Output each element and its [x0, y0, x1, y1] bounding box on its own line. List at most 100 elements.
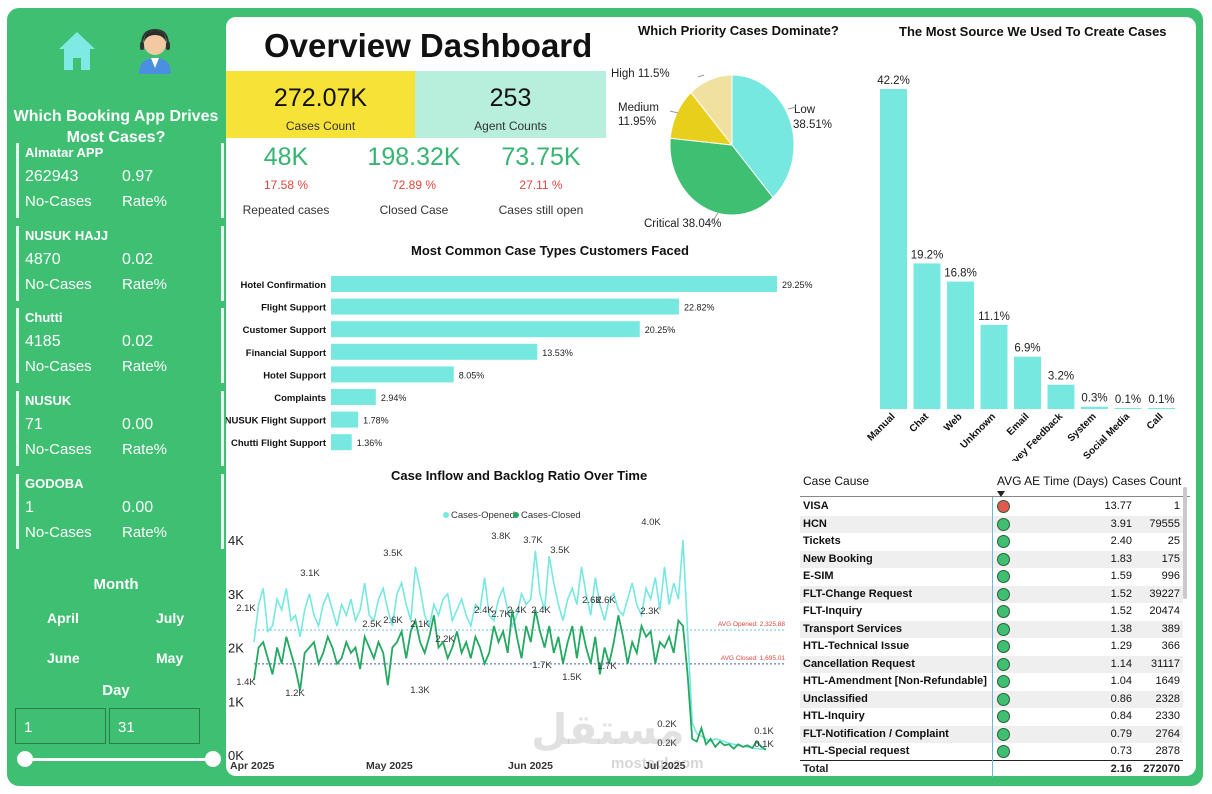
cell-avg-time: 1.29 — [1110, 640, 1132, 652]
table-row[interactable]: FLT-Notification / Complaint 0.79 2764 — [800, 725, 1183, 743]
case-type-bar[interactable] — [331, 321, 640, 338]
app-cases-label: No-Cases — [25, 193, 92, 210]
source-bar-value: 16.8% — [944, 268, 977, 280]
app-card[interactable]: Almatar APP 262943 0.97 No-Cases Rate% — [16, 143, 224, 218]
pie-slice-high[interactable] — [690, 74, 733, 147]
source-category-label: Unknown — [959, 411, 999, 451]
cell-cause: HTL-Special request — [803, 745, 910, 757]
table-row[interactable]: Transport Services 1.38 389 — [800, 620, 1183, 638]
day-slider-start-handle[interactable] — [17, 751, 33, 767]
day-from-input[interactable]: 1 — [15, 708, 106, 744]
case-type-bar[interactable] — [331, 389, 376, 405]
table-row[interactable]: Unclassified 0.86 2328 — [800, 690, 1183, 708]
source-bar[interactable] — [980, 324, 1008, 409]
app-card[interactable]: GODOBA 1 0.00 No-Cases Rate% — [16, 474, 224, 549]
cell-cases-count: 2330 — [1155, 710, 1180, 722]
cell-cause: New Booking — [803, 552, 873, 565]
cell-cause: FLT-Change Request — [803, 587, 913, 600]
case-type-value: 29.25% — [782, 280, 813, 290]
day-slider-end-handle[interactable] — [205, 751, 221, 767]
source-bar-value: 0.1% — [1115, 394, 1141, 406]
column-header-cause[interactable]: Case Cause — [803, 474, 870, 488]
case-type-bar[interactable] — [331, 411, 359, 428]
sidebar: Which Booking App Drives Most Cases? Alm… — [7, 8, 227, 786]
month-option[interactable]: June — [47, 650, 80, 666]
table-scrollbar[interactable] — [1183, 487, 1187, 599]
kpi-label: Closed Case — [379, 203, 449, 217]
app-cases-label: No-Cases — [25, 441, 92, 458]
status-indicator-icon — [997, 535, 1010, 548]
table-row[interactable]: Cancellation Request 1.14 31117 — [800, 655, 1183, 673]
source-bar[interactable] — [1014, 356, 1041, 409]
x-tick-label: Apr 2025 — [230, 760, 275, 772]
source-bar[interactable] — [947, 281, 974, 409]
sort-desc-icon[interactable] — [997, 491, 1005, 497]
case-type-bar[interactable] — [331, 276, 777, 292]
source-bar-value: 42.2% — [877, 75, 910, 87]
kpi-open-cases: 73.75K 27.11 % Cases still open — [481, 143, 601, 217]
app-rate-value: 0.02 — [122, 333, 154, 350]
pie-slice-low[interactable] — [731, 74, 795, 199]
table-row[interactable]: HTL-Inquiry 0.84 2330 — [800, 708, 1183, 726]
source-category-label: Email — [1005, 411, 1032, 438]
source-bar[interactable] — [1114, 408, 1142, 409]
table-row[interactable]: HCN 3.91 79555 — [800, 515, 1183, 533]
source-bar[interactable] — [1047, 384, 1075, 409]
reference-line-label: AVG Closed: 1,695.01 — [721, 655, 786, 662]
month-option[interactable]: May — [156, 650, 184, 666]
day-filter-title: Day — [102, 682, 130, 699]
case-type-bar[interactable] — [331, 298, 679, 315]
data-label: 2.3K — [640, 606, 660, 617]
cell-cases-count: 175 — [1161, 552, 1180, 565]
day-slider-track[interactable] — [24, 758, 214, 761]
agent-icon[interactable] — [133, 26, 177, 76]
pie-leader-line — [669, 110, 679, 114]
table-row[interactable]: New Booking 1.83 175 — [800, 550, 1183, 568]
table-row[interactable]: HTL-Technical Issue 1.29 366 — [800, 638, 1183, 656]
cell-avg-time: 0.73 — [1110, 745, 1132, 757]
series-closed-line[interactable] — [253, 609, 767, 751]
case-type-bar[interactable] — [331, 366, 454, 383]
month-option[interactable]: July — [156, 610, 185, 626]
table-row[interactable]: Tickets 2.40 25 — [800, 533, 1183, 551]
status-indicator-icon — [997, 570, 1010, 583]
table-row[interactable]: HTL-Special request 0.73 2878 — [800, 743, 1183, 761]
home-icon[interactable] — [57, 28, 97, 74]
day-to-input[interactable]: 31 — [109, 708, 200, 744]
app-card[interactable]: NUSUK 71 0.00 No-Cases Rate% — [16, 391, 224, 466]
source-category-label: Manual — [865, 411, 897, 443]
table-row[interactable]: FLT-Inquiry 1.52 20474 — [800, 603, 1183, 621]
data-label: 3.7K — [523, 535, 543, 546]
data-label: 1.2K — [285, 688, 305, 699]
data-label: 2.7K — [491, 609, 511, 620]
cell-cases-count: 1 — [1173, 500, 1180, 512]
series-opened-line[interactable] — [253, 539, 767, 751]
case-type-value: 22.82% — [684, 303, 715, 313]
month-option[interactable]: April — [47, 610, 79, 626]
legend-closed-marker — [513, 512, 519, 518]
pie-slice-critical[interactable] — [669, 137, 774, 216]
table-row[interactable]: VISA 13.77 1 — [800, 498, 1183, 516]
source-bar[interactable] — [880, 89, 907, 409]
table-row[interactable]: FLT-Change Request 1.52 39227 — [800, 585, 1183, 603]
case-type-bar[interactable] — [331, 434, 352, 451]
kpi-percent: 17.58 % — [263, 178, 309, 192]
pie-label: High 11.5% — [611, 68, 670, 80]
source-bar[interactable] — [1081, 406, 1108, 409]
source-bar[interactable] — [1148, 408, 1175, 409]
status-indicator-icon — [997, 675, 1010, 688]
table-row[interactable]: E-SIM 1.59 996 — [800, 568, 1183, 586]
kpi-value: 73.75K — [501, 143, 581, 171]
table-row[interactable]: HTL-Amendment [Non-Refundable] 1.04 1649 — [800, 673, 1183, 691]
case-type-bar[interactable] — [331, 343, 538, 360]
pie-leader-line — [706, 212, 719, 223]
app-card[interactable]: Chutti 4185 0.02 No-Cases Rate% — [16, 308, 224, 383]
source-bar[interactable] — [913, 263, 941, 409]
cell-avg-time: 1.52 — [1110, 587, 1132, 600]
column-header-cases-count[interactable]: Cases Count — [1112, 474, 1182, 488]
column-header-avg-time[interactable]: AVG AE Time (Days) — [997, 474, 1109, 488]
x-tick-label: Jul 2025 — [644, 760, 686, 772]
app-card[interactable]: NUSUK HAJJ 4870 0.02 No-Cases Rate% — [16, 226, 224, 301]
x-tick-label: May 2025 — [366, 760, 413, 772]
app-rate-label: Rate% — [122, 276, 168, 293]
